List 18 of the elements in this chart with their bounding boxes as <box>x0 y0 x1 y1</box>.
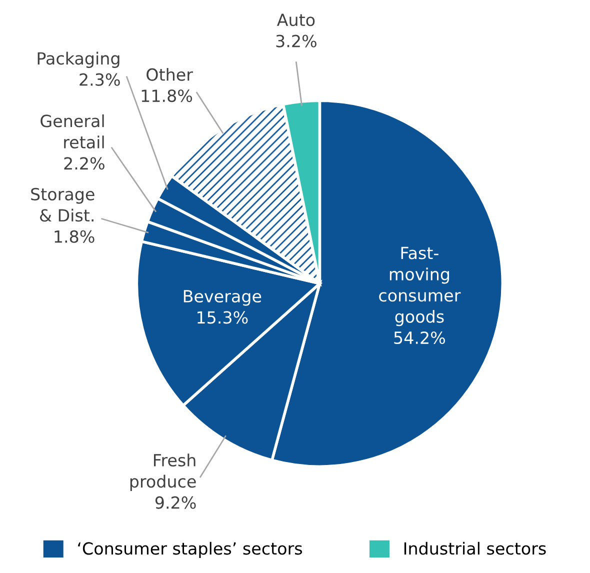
slice-label: Beverage <box>184 290 262 306</box>
slice-label: Packaging <box>38 52 120 68</box>
data-label: 54.2% <box>394 331 446 344</box>
slice-label: Auto <box>276 14 315 26</box>
slice-label: Other <box>146 68 193 81</box>
slice-label: Storage & Dist. <box>31 188 94 222</box>
data-label: 15.3% <box>198 311 248 324</box>
slice-label: Fresh produce <box>130 454 196 491</box>
text: Industrial sectors <box>404 542 546 555</box>
data-label: 2.3% <box>80 73 120 86</box>
data-label: 1.8% <box>54 230 94 243</box>
data-label: 9.2% <box>155 496 196 509</box>
data-label: 11.8% <box>142 89 192 102</box>
data-label: 2.2% <box>64 157 104 170</box>
data-label: 3.2% <box>276 34 316 48</box>
slice-label: General retail <box>40 114 104 148</box>
text: ‘Consumer staples’ sectors <box>78 542 302 558</box>
slice-label: Fast- moving consumer goods <box>379 246 461 326</box>
